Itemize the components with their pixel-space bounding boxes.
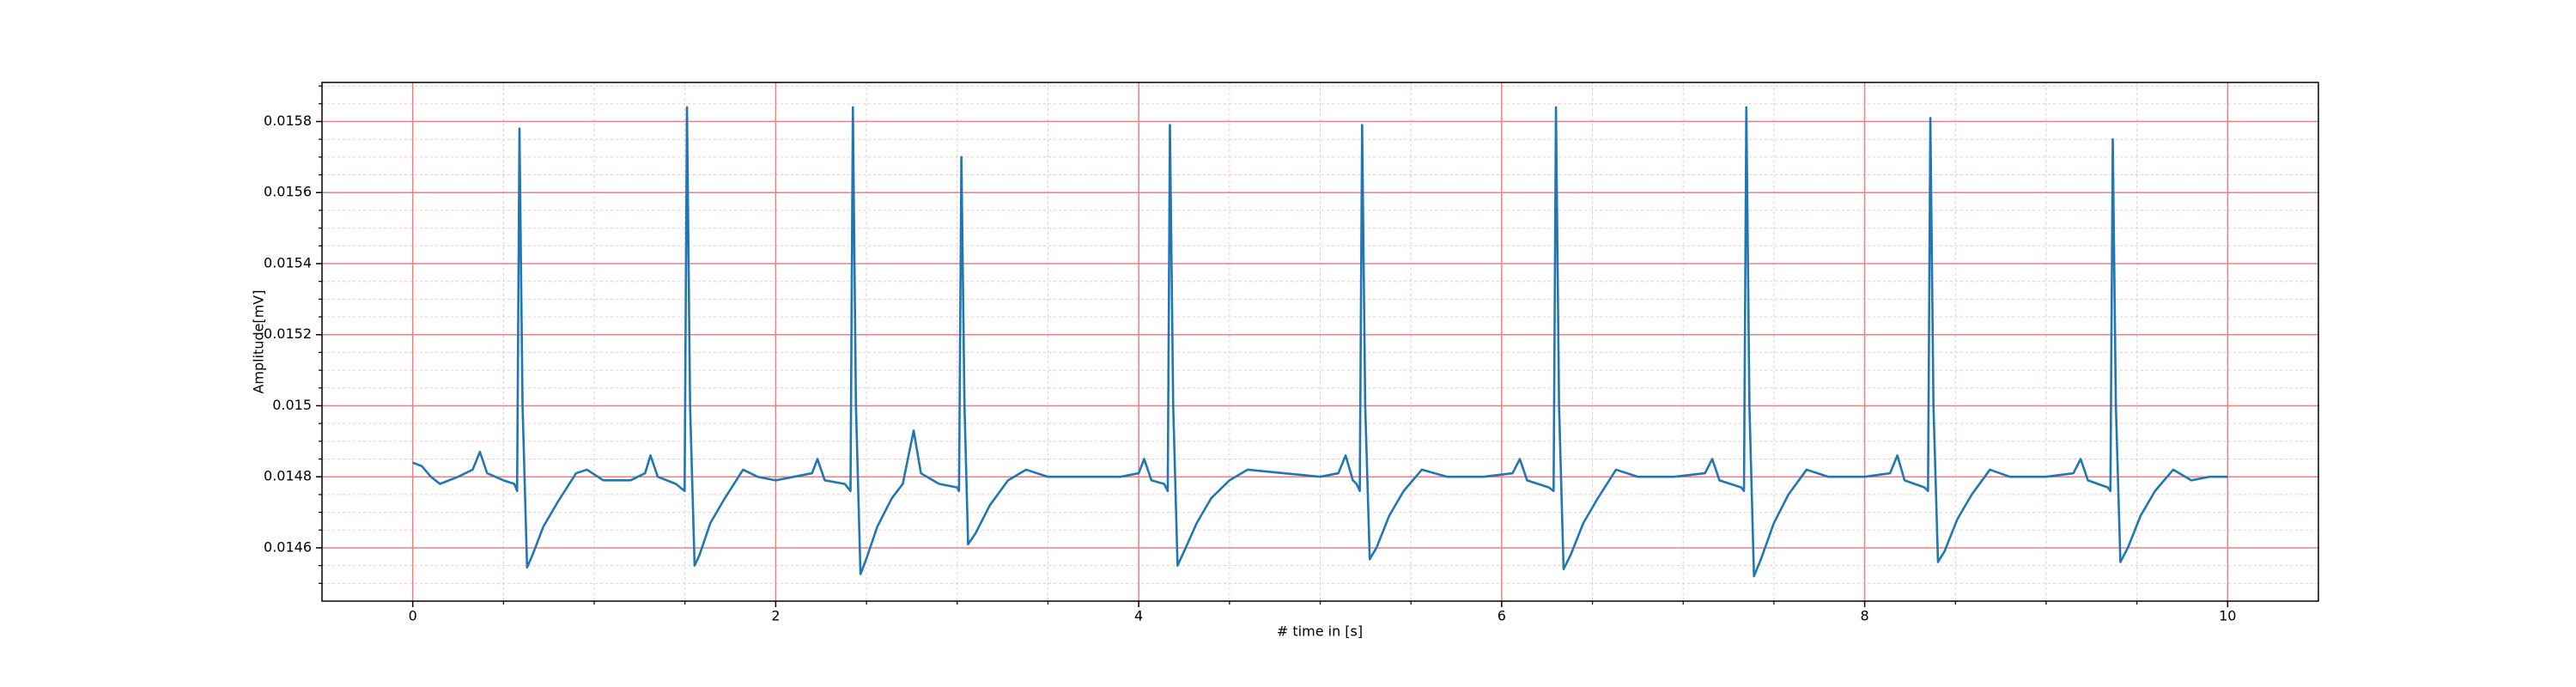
y-tick-label: 0.0152 — [264, 325, 312, 342]
y-tick-label: 0.0158 — [264, 112, 312, 129]
y-tick-label: 0.0154 — [264, 254, 312, 271]
plot-frame — [321, 82, 2319, 602]
x-tick-label: 4 — [1134, 608, 1143, 624]
y-tick-label: 0.0148 — [264, 468, 312, 484]
x-tick-label: 8 — [1860, 608, 1868, 624]
y-tick-label: 0.0156 — [264, 184, 312, 200]
x-tick-label: 0 — [409, 608, 417, 624]
x-tick-label: 6 — [1498, 608, 1506, 624]
x-tick-label: 10 — [2219, 608, 2236, 624]
x-tick-label: 2 — [771, 608, 780, 624]
y-tick-label: 0.015 — [272, 397, 312, 413]
y-tick-label: 0.0146 — [264, 538, 312, 555]
y-axis-label: Amplitude[mV] — [251, 289, 267, 393]
x-axis-label: # time in [s] — [1277, 623, 1363, 640]
line-series — [412, 106, 2228, 578]
